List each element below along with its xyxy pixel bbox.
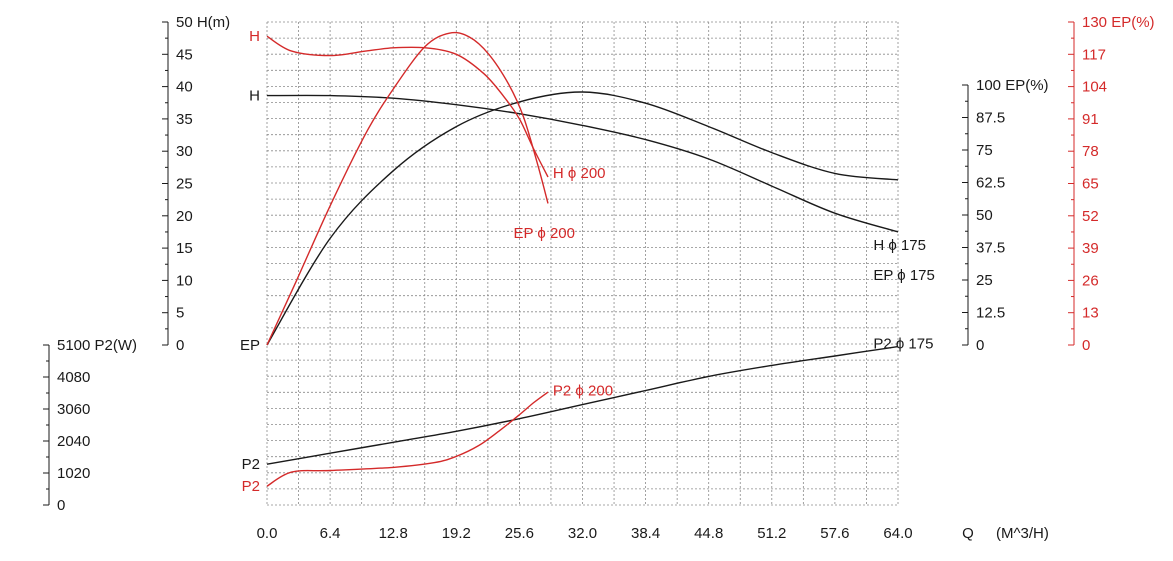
eff_red-tick-label: 104	[1082, 79, 1107, 96]
series-line-p2-200	[266, 391, 549, 487]
eff_red-tick-label: 26	[1082, 272, 1099, 289]
series-label-h-200: H ϕ 200	[553, 165, 606, 182]
series-line-ep-175	[266, 91, 899, 346]
series-label-ep-175: EP ϕ 175	[873, 267, 935, 284]
head-tick-label: 15	[176, 240, 193, 257]
labels-group: H ϕ 175 EP ϕ 175 P2 ϕ 175 H ϕ 200 EP ϕ 200 P2…	[240, 28, 935, 495]
head-tick-label: 10	[176, 272, 193, 289]
curve-start-label-h-red: H	[249, 28, 260, 45]
eff_red-tick-label: 0	[1082, 337, 1090, 354]
eff_red-tick-label: 13	[1082, 305, 1099, 322]
series-line-p2-175	[266, 345, 899, 465]
x-axis-unit: (M^3/H)	[996, 525, 1049, 542]
x-tick-label: 25.6	[505, 525, 534, 542]
head-tick-label: 25	[176, 176, 193, 193]
series-line-h-175	[266, 94, 899, 233]
eff_black-tick-label: 25	[976, 272, 993, 289]
x-tick-label: 6.4	[320, 525, 341, 542]
power-tick-label: 1020	[57, 465, 90, 482]
series-line-ep-200	[266, 31, 549, 346]
head-tick-label: 20	[176, 208, 193, 225]
x-tick-label: 51.2	[757, 525, 786, 542]
curve-start-label-ep-black: EP	[240, 337, 260, 354]
head-tick-label: 0	[176, 337, 184, 354]
head-tick-label: 45	[176, 46, 193, 63]
head-tick-label: 5	[176, 305, 184, 322]
eff_black-tick-label: 0	[976, 337, 984, 354]
eff_black-tick-label: 37.5	[976, 240, 1005, 257]
x-axis-title: Q	[962, 525, 974, 542]
eff_black-tick-label: 75	[976, 142, 993, 159]
power-tick-label: 2040	[57, 433, 90, 450]
eff_black-tick-label: 62.5	[976, 175, 1005, 192]
eff_red-axis-title: 130 EP(%)	[1082, 14, 1155, 31]
series-label-ep-200: EP ϕ 200	[513, 225, 575, 242]
head-axis-title: 50 H(m)	[176, 14, 230, 31]
x-tick-label: 64.0	[883, 525, 912, 542]
eff_red-tick-label: 117	[1082, 46, 1106, 63]
x-tick-label: 19.2	[442, 525, 471, 542]
series-label-p2-200: P2 ϕ 200	[553, 382, 613, 399]
series-label-h-175: H ϕ 175	[873, 237, 926, 254]
eff_black-axis-title: 100 EP(%)	[976, 77, 1049, 94]
x-tick-label: 0.0	[257, 525, 278, 542]
eff_black-tick-label: 50	[976, 207, 993, 224]
head-tick-label: 30	[176, 143, 193, 160]
power-tick-label: 0	[57, 497, 65, 514]
curve-start-label-h-black: H	[249, 88, 260, 105]
series-label-p2-175: P2 ϕ 175	[873, 335, 933, 352]
x-tick-label: 57.6	[820, 525, 849, 542]
power-tick-label: 4080	[57, 369, 90, 386]
series-line-h-200	[266, 35, 549, 178]
x-tick-label: 38.4	[631, 525, 660, 542]
power-tick-label: 3060	[57, 401, 90, 418]
curve-start-label-p2-black: P2	[242, 456, 260, 473]
power-axis-title: 5100 P2(W)	[57, 337, 137, 354]
eff_black-tick-label: 87.5	[976, 110, 1005, 127]
series-group	[266, 31, 899, 487]
eff_red-tick-label: 91	[1082, 111, 1099, 128]
x-tick-label: 12.8	[379, 525, 408, 542]
head-tick-label: 40	[176, 79, 193, 96]
eff_black-tick-label: 12.5	[976, 305, 1005, 322]
eff_red-tick-label: 39	[1082, 240, 1099, 257]
head-tick-label: 35	[176, 111, 193, 128]
grid	[266, 21, 899, 506]
x-tick-label: 44.8	[694, 525, 723, 542]
x-tick-label: 32.0	[568, 525, 597, 542]
eff_red-tick-label: 78	[1082, 143, 1099, 160]
eff_red-tick-label: 65	[1082, 176, 1099, 193]
curve-start-label-p2-red: P2	[242, 478, 260, 495]
eff_red-tick-label: 52	[1082, 208, 1099, 225]
